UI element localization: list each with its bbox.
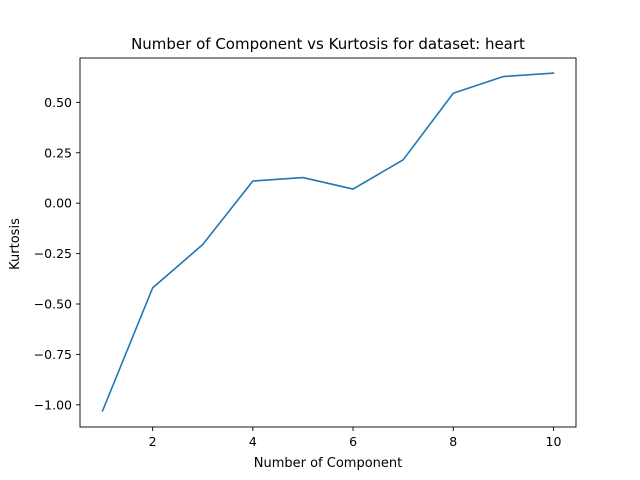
plot-area <box>79 57 577 428</box>
y-tick-label: −1.00 <box>34 397 72 412</box>
axes-frame <box>79 57 577 428</box>
series-line-0 <box>101 72 555 412</box>
y-tick-label: 0.50 <box>44 95 72 110</box>
y-axis-label: Kurtosis <box>8 218 23 270</box>
x-tick-label: 10 <box>546 434 562 449</box>
y-tick-label: 0.25 <box>44 145 72 160</box>
y-tick-label: −0.25 <box>34 246 72 261</box>
x-tick-label: 4 <box>249 434 257 449</box>
chart-title: Number of Component vs Kurtosis for data… <box>131 35 525 53</box>
y-tick-label: −0.50 <box>34 297 72 312</box>
y-tick-label: −0.75 <box>34 347 72 362</box>
axis-ticks: 2 4 6 8 10 −1.00 −0.75 −0.50 −0.25 0.00 0.25 0.50 <box>34 95 562 449</box>
x-axis-label: Number of Component <box>254 456 403 471</box>
y-tick-label: 0.00 <box>44 196 72 211</box>
x-tick-label: 8 <box>449 434 457 449</box>
x-tick-label: 6 <box>349 434 357 449</box>
x-tick-label: 2 <box>149 434 157 449</box>
